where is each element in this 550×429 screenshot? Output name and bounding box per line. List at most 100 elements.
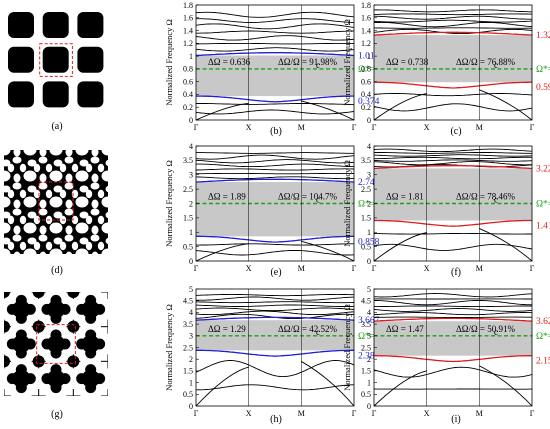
dispersion-band <box>195 102 249 121</box>
hole <box>124 164 130 172</box>
inclusion-lobe <box>85 364 97 376</box>
x-tick-label: X <box>246 123 252 132</box>
target-frequency-label: Ω*=3 <box>536 332 550 342</box>
dispersion-band <box>196 18 354 23</box>
y-tick-label: 5 <box>189 285 193 294</box>
gap-upper-value: 1.329 <box>536 31 550 41</box>
square-inclusion <box>77 12 104 38</box>
dispersion-band <box>373 161 532 166</box>
x-tick-label: M <box>298 409 305 418</box>
dispersion-band <box>373 366 533 378</box>
gap-lower-edge-band <box>374 355 532 363</box>
hole <box>91 199 99 209</box>
x-tick-label: Γ <box>194 264 199 273</box>
target-frequency-label: Ω*=0.8 <box>358 65 387 75</box>
y-tick-label: 3 <box>367 171 371 180</box>
y-axis-label: Normalized Frequency Ω <box>342 304 352 391</box>
hole <box>64 156 74 164</box>
gap-upper-value: 3.667 <box>358 316 380 326</box>
dispersion-band <box>373 370 427 407</box>
dispersion-band <box>479 365 533 407</box>
inclusion-lobe <box>94 338 106 350</box>
ratio-subscript: c <box>494 60 498 70</box>
dispersion-band <box>373 293 533 298</box>
x-tick-label: X <box>424 409 430 418</box>
x-tick-label: M <box>298 123 305 132</box>
hole <box>71 241 79 251</box>
caption-e: (e) <box>270 267 281 278</box>
y-tick-label: 3.5 <box>183 320 193 329</box>
hole <box>39 225 47 235</box>
hole <box>90 156 100 164</box>
dispersion-band <box>196 168 355 171</box>
y-tick-label: 0 <box>367 402 371 411</box>
dispersion-band <box>195 35 355 41</box>
hole <box>34 268 40 276</box>
hole <box>124 190 130 198</box>
inclusion-lobe <box>50 382 62 394</box>
y-tick-label: 1.2 <box>183 39 193 48</box>
inclusion-lobe <box>50 312 62 324</box>
hole <box>117 183 126 190</box>
hole <box>118 200 125 209</box>
y-tick-label: 1.2 <box>361 39 371 48</box>
hole <box>28 264 37 271</box>
y-tick-label: 1 <box>367 228 371 237</box>
y-tick-label: 2 <box>189 199 193 208</box>
ratio-subscript: c <box>316 195 320 205</box>
y-axis-label: Normalized Frequency Ω <box>164 304 174 391</box>
y-tick-label: 0.6 <box>361 77 371 86</box>
square-inclusion <box>8 81 34 108</box>
unit-cell-box <box>39 43 73 77</box>
y-axis-label: Normalized Frequency Ω <box>342 160 352 247</box>
band-diagram-h: 0 0.5 1 1.5 2 2.5 3 3.5 4 4.5 5 Γ X M Γ Normalized Freq… <box>164 285 380 418</box>
y-tick-label: 1 <box>367 52 371 61</box>
hole <box>7 215 15 225</box>
gap-ratio-annotation: ΔΩ/Ω = 42.52% <box>278 324 337 334</box>
caption-c: (c) <box>450 126 461 137</box>
hole <box>13 150 21 157</box>
hole <box>124 268 130 276</box>
dispersion-band <box>479 228 533 262</box>
hole <box>12 234 22 242</box>
hole <box>105 185 108 193</box>
y-tick-label: 1 <box>367 378 371 387</box>
dispersion-band <box>373 103 533 112</box>
square-inclusion <box>77 81 104 108</box>
hole <box>12 156 22 164</box>
hole <box>118 252 125 261</box>
square-inclusion <box>42 12 69 38</box>
hole <box>90 182 100 190</box>
unit-cell-g <box>4 292 108 396</box>
inclusion-lobe <box>15 382 27 394</box>
hole <box>101 248 108 254</box>
hole <box>85 189 93 199</box>
hole <box>19 215 27 225</box>
hole <box>86 268 92 276</box>
gap-upper-value: 1.01 <box>358 51 375 61</box>
hole <box>101 150 108 156</box>
hole <box>101 170 108 182</box>
y-tick-label: 3 <box>189 332 193 341</box>
gap-lower-value: 0.858 <box>358 237 380 247</box>
y-tick-label: 0.5 <box>183 242 193 251</box>
hole <box>27 159 37 167</box>
target-frequency-label: Ω*=2 <box>536 200 550 210</box>
dispersion-band <box>195 366 249 407</box>
hole <box>8 268 14 276</box>
hole <box>97 215 105 225</box>
band-gap-region <box>196 55 354 97</box>
inclusion <box>81 369 100 388</box>
hole <box>124 216 130 224</box>
hole <box>91 261 100 268</box>
hole <box>90 234 100 242</box>
hole <box>49 150 63 156</box>
inclusion <box>81 300 100 319</box>
target-frequency-label: Ω*=0.8 <box>536 65 550 75</box>
inclusion-lobe <box>94 373 106 385</box>
dispersion-band <box>374 232 532 235</box>
dispersion-band <box>301 361 355 407</box>
band-diagrams: 0 0.2 0.4 0.6 0.8 1 1.2 1.4 1.6 1.8 Γ X M Γ Normalized… <box>164 1 550 418</box>
hole <box>4 237 11 245</box>
gap-width-annotation: ΔΩ = 1.89 <box>208 192 246 202</box>
